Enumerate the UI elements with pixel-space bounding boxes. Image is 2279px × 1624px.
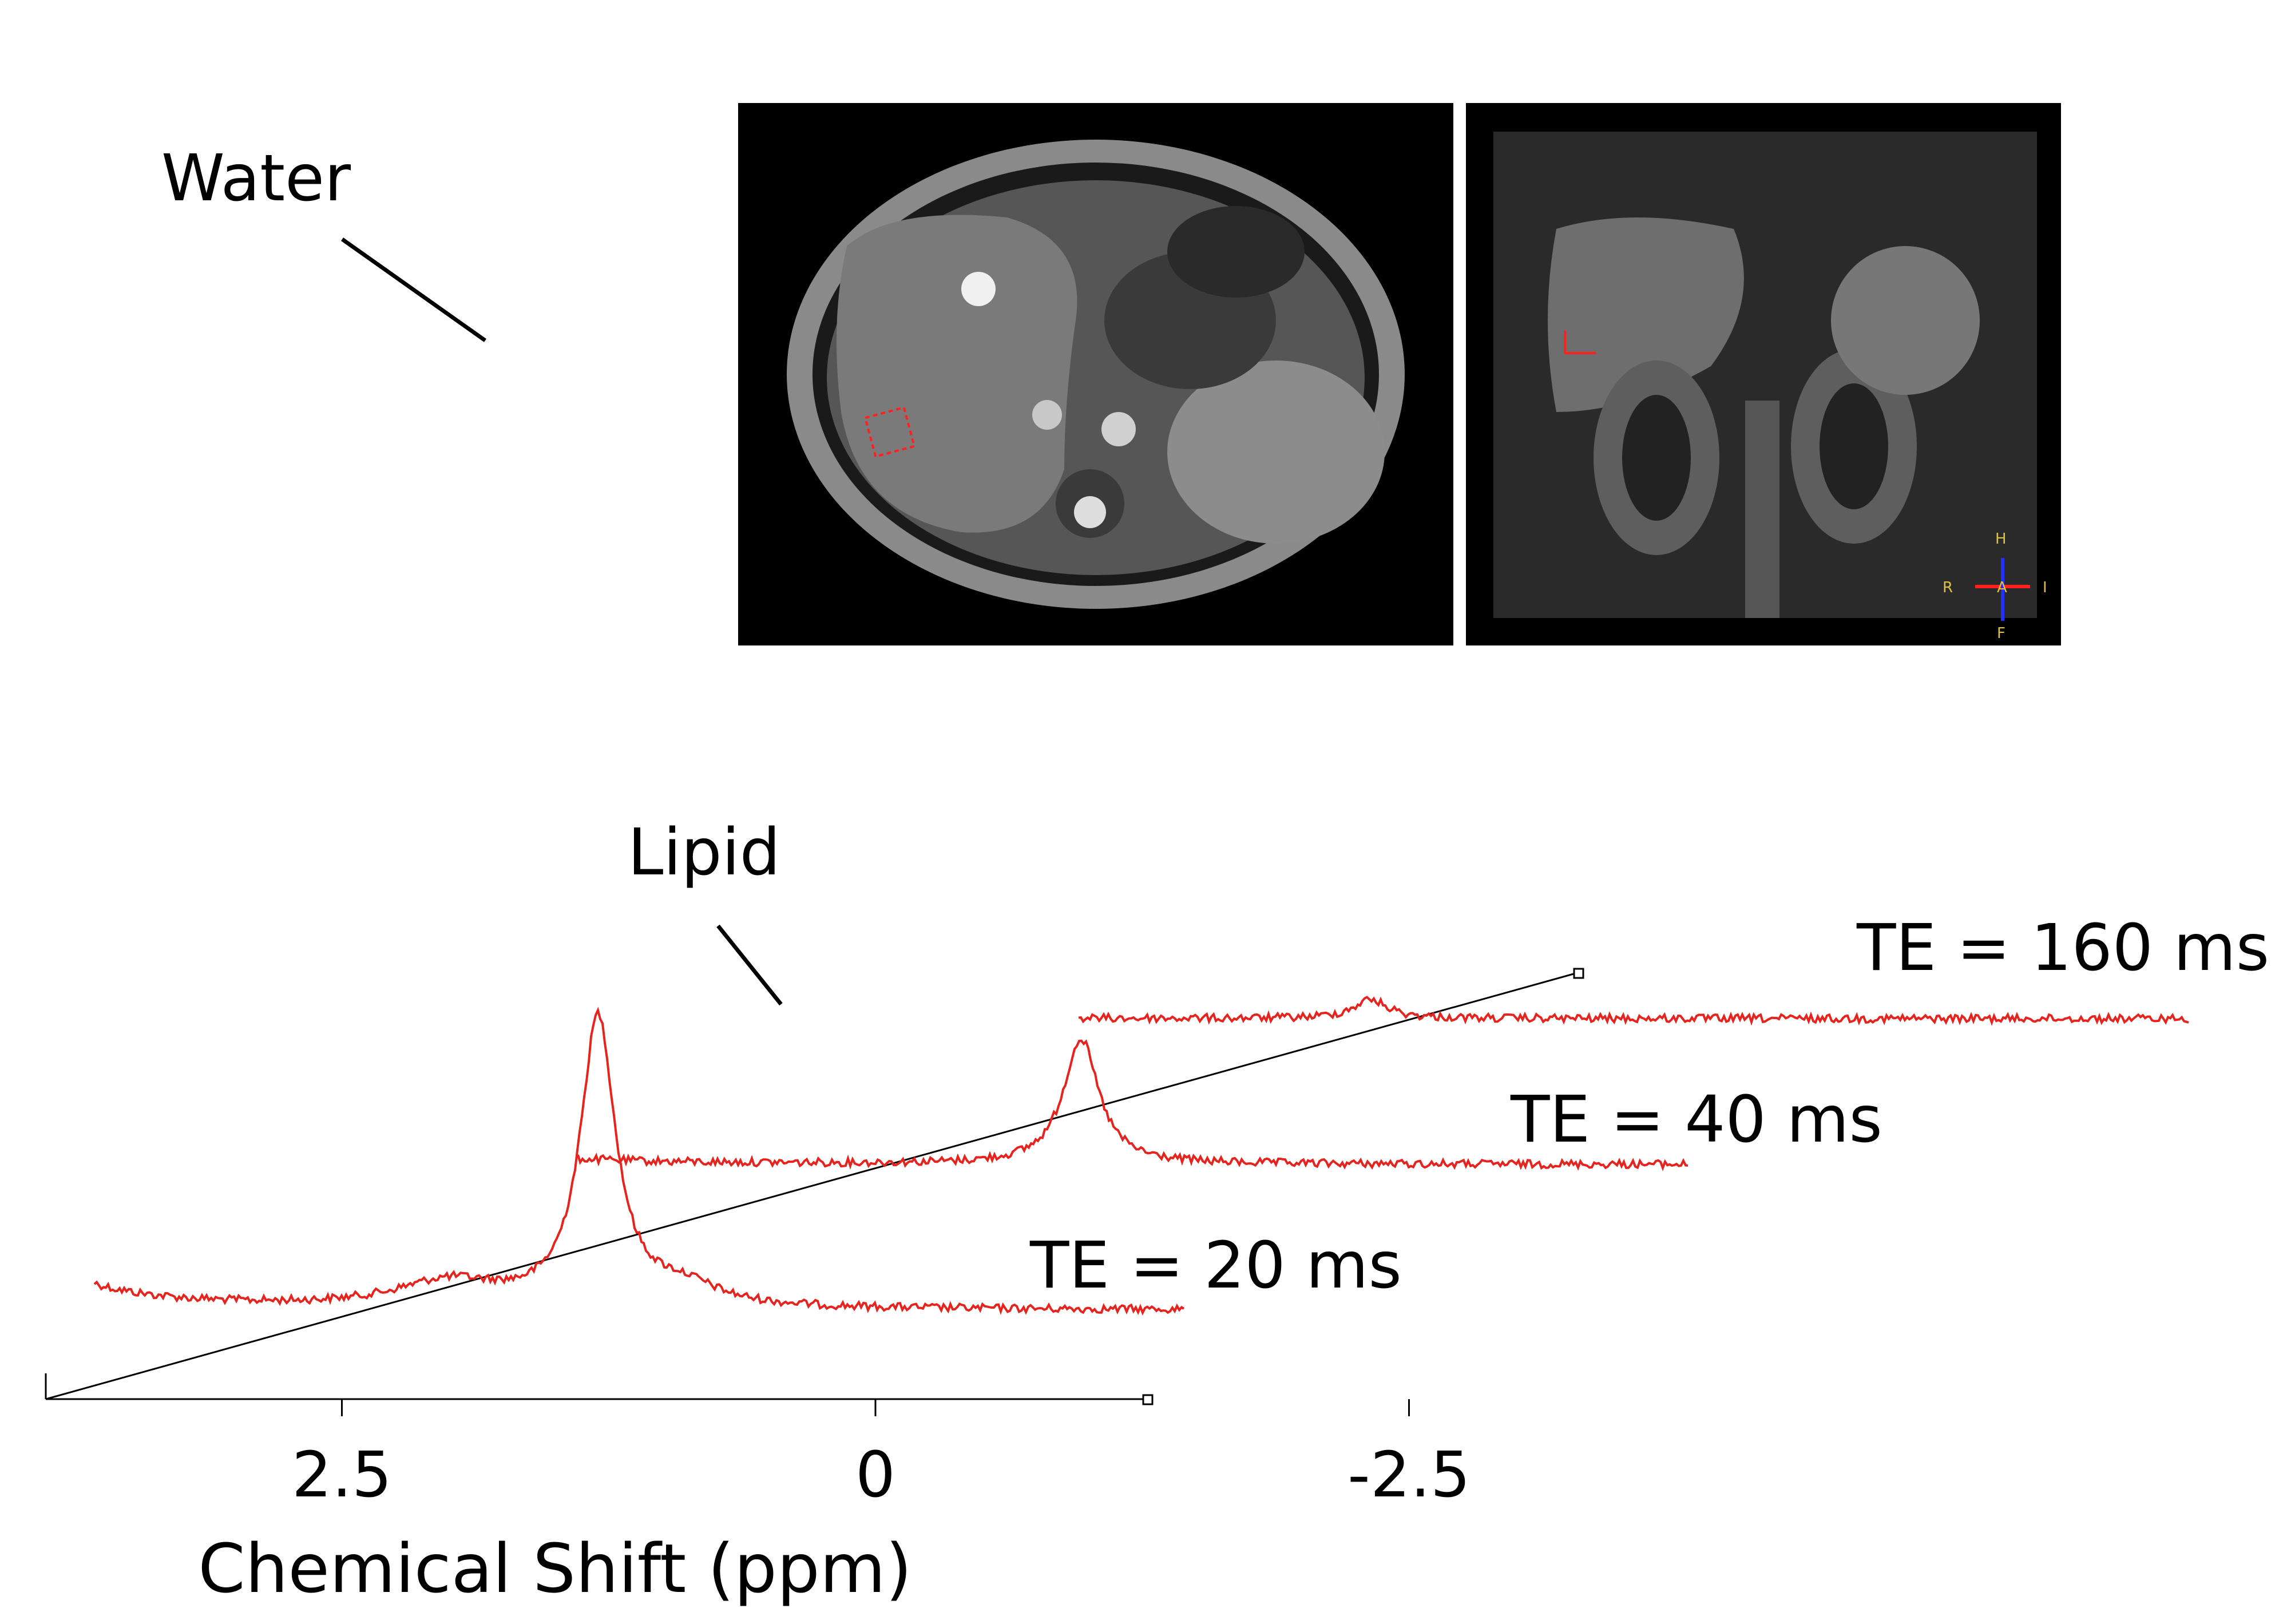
orientation-letter: A bbox=[1997, 579, 2007, 596]
depth-axis-end-marker bbox=[1573, 968, 1584, 979]
x-tick-label: 0 bbox=[855, 1438, 895, 1511]
spectra bbox=[93, 996, 2189, 1316]
spectrum-line bbox=[1078, 996, 2189, 1026]
depth-axis-line bbox=[45, 972, 1578, 1400]
water-label: Water bbox=[161, 141, 351, 216]
axes: 7.552.50-2.5 Chemical Shift (ppm) bbox=[45, 968, 1584, 1608]
series-label-te-40: TE = 40 ms bbox=[1510, 1083, 1882, 1157]
x-ticks: 7.552.50-2.5 bbox=[292, 1399, 1471, 1511]
orientation-letter: I bbox=[2043, 579, 2047, 596]
x-axis-title: Chemical Shift (ppm) bbox=[198, 1529, 912, 1608]
x-axis-end-marker bbox=[1142, 1394, 1154, 1405]
x-tick-label: -2.5 bbox=[1347, 1438, 1471, 1511]
lipid-label: Lipid bbox=[628, 815, 780, 890]
lipid-annotation: Lipid bbox=[628, 815, 783, 1006]
spectrum-line bbox=[93, 1007, 1185, 1316]
series-label-te-160: TE = 160 ms bbox=[1856, 911, 2269, 985]
x-tick-label: 2.5 bbox=[292, 1438, 392, 1511]
mri-insets: H R A I F bbox=[738, 103, 2061, 645]
lipid-pointer bbox=[716, 924, 783, 1006]
water-pointer bbox=[340, 237, 487, 342]
orientation-letter: R bbox=[1943, 579, 1953, 596]
orientation-letter: H bbox=[1995, 530, 2007, 548]
spectrum-line bbox=[577, 1039, 1689, 1171]
water-annotation: Water bbox=[161, 141, 487, 342]
series-label-te-20: TE = 20 ms bbox=[1029, 1229, 1402, 1303]
coronal-mri-icon: H R A I F bbox=[1466, 103, 2061, 645]
orientation-letter: F bbox=[1997, 625, 2005, 642]
axial-mri-icon bbox=[738, 103, 1453, 645]
